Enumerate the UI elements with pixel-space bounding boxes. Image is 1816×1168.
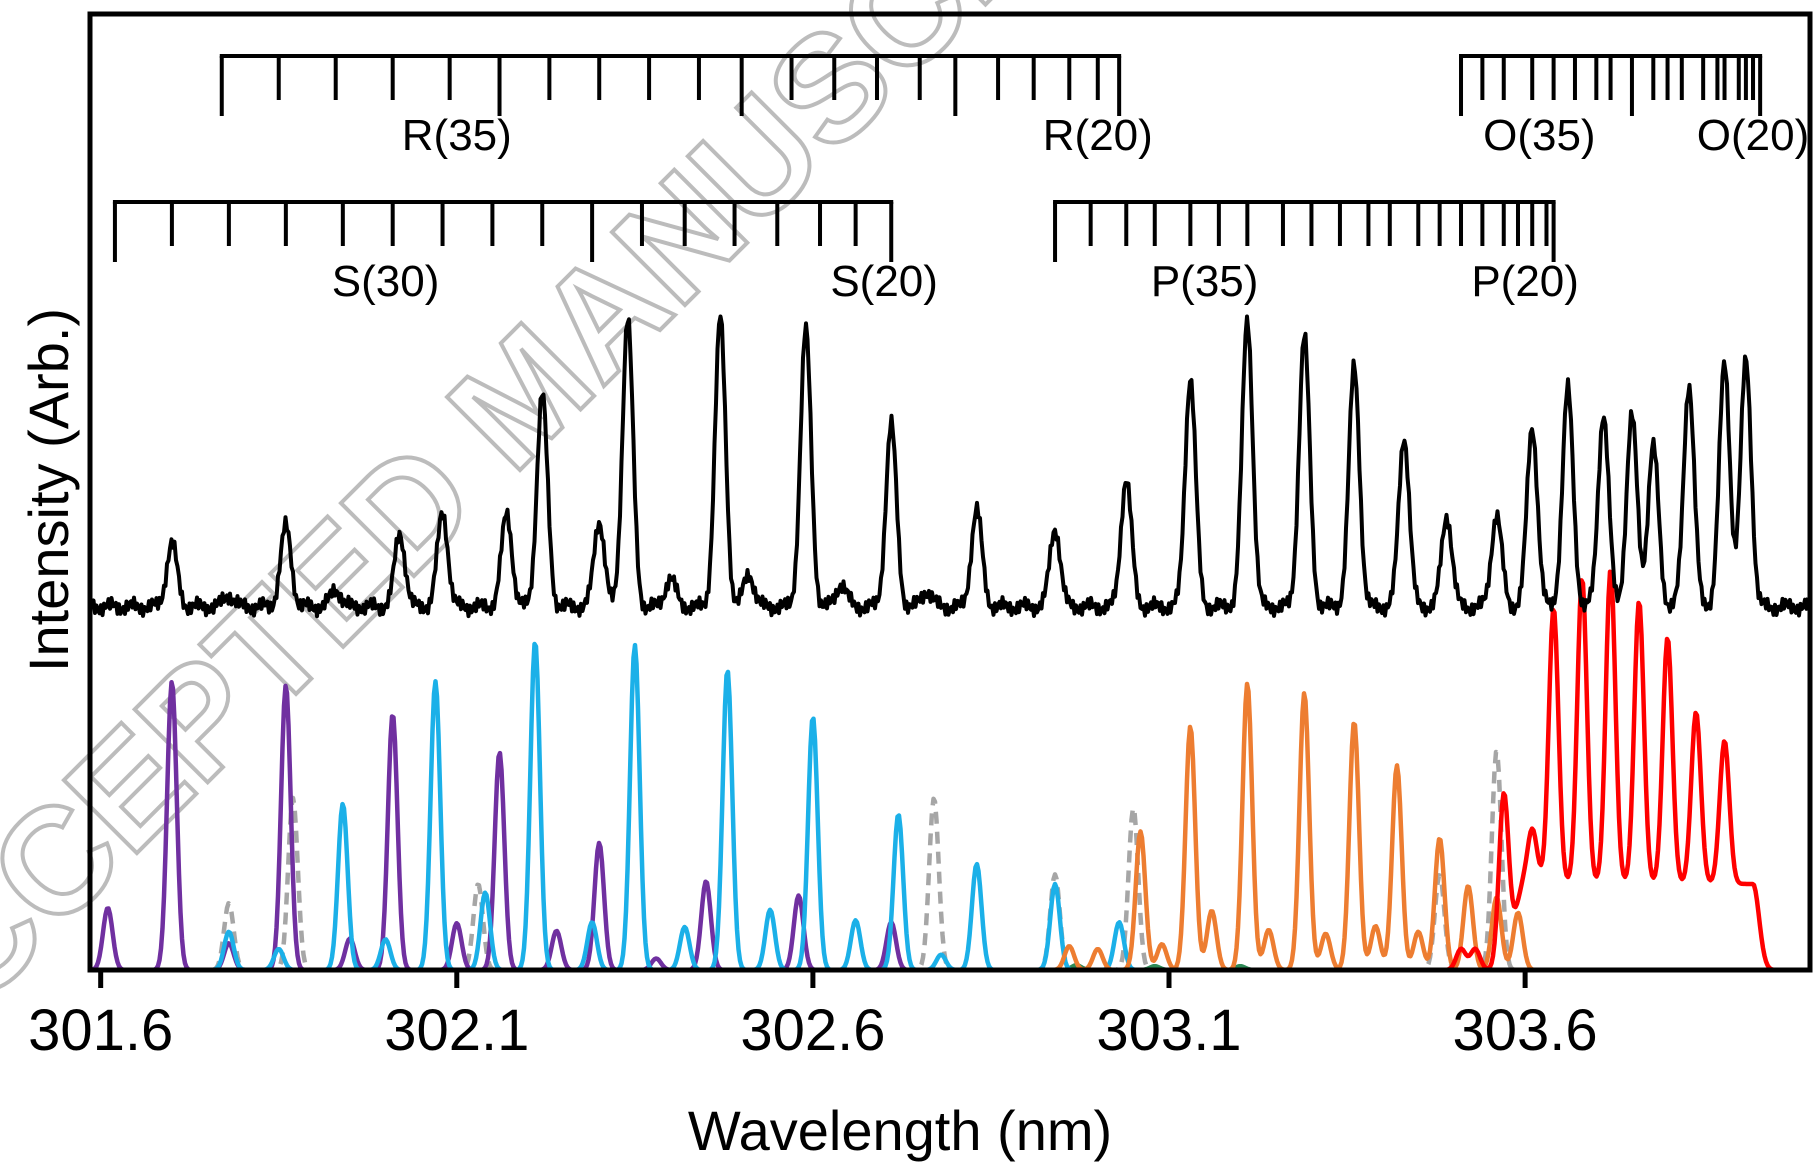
x-axis-ticks: 301.6 302.1 302.6 303.1 303.6 [28, 970, 1598, 1063]
x-tick-label: 301.6 [28, 998, 173, 1063]
branch-label-o35: O(35) [1483, 111, 1595, 160]
branch-label-p35: P(35) [1151, 257, 1259, 306]
x-tick-label: 303.6 [1453, 998, 1598, 1063]
x-tick-label: 302.1 [384, 998, 529, 1063]
x-tick-label: 302.6 [740, 998, 885, 1063]
watermark: ACCEPTED MANUSCRIPT [0, 0, 1245, 1115]
branch-label-o20: O(20) [1697, 111, 1809, 160]
plot-frame [87, 11, 1813, 973]
watermark-text: ACCEPTED MANUSCRIPT [0, 0, 1245, 1115]
branch-label-r20: R(20) [1043, 111, 1153, 160]
branch-label-r35: R(35) [402, 111, 512, 160]
branch-label-s20: S(20) [830, 257, 938, 306]
rotational-ladders: R(35) R(20) O(35) O(20) S(30) S(20) P(35) P(20) [112, 54, 1809, 306]
branch-label-p20: P(20) [1471, 257, 1579, 306]
series-measured [90, 314, 1810, 619]
branch-label-s30: S(30) [332, 257, 440, 306]
y-axis-title: Intensity (Arb.) [17, 308, 80, 672]
x-axis-title: Wavelength (nm) [688, 1099, 1112, 1162]
x-tick-label: 303.1 [1096, 998, 1241, 1063]
